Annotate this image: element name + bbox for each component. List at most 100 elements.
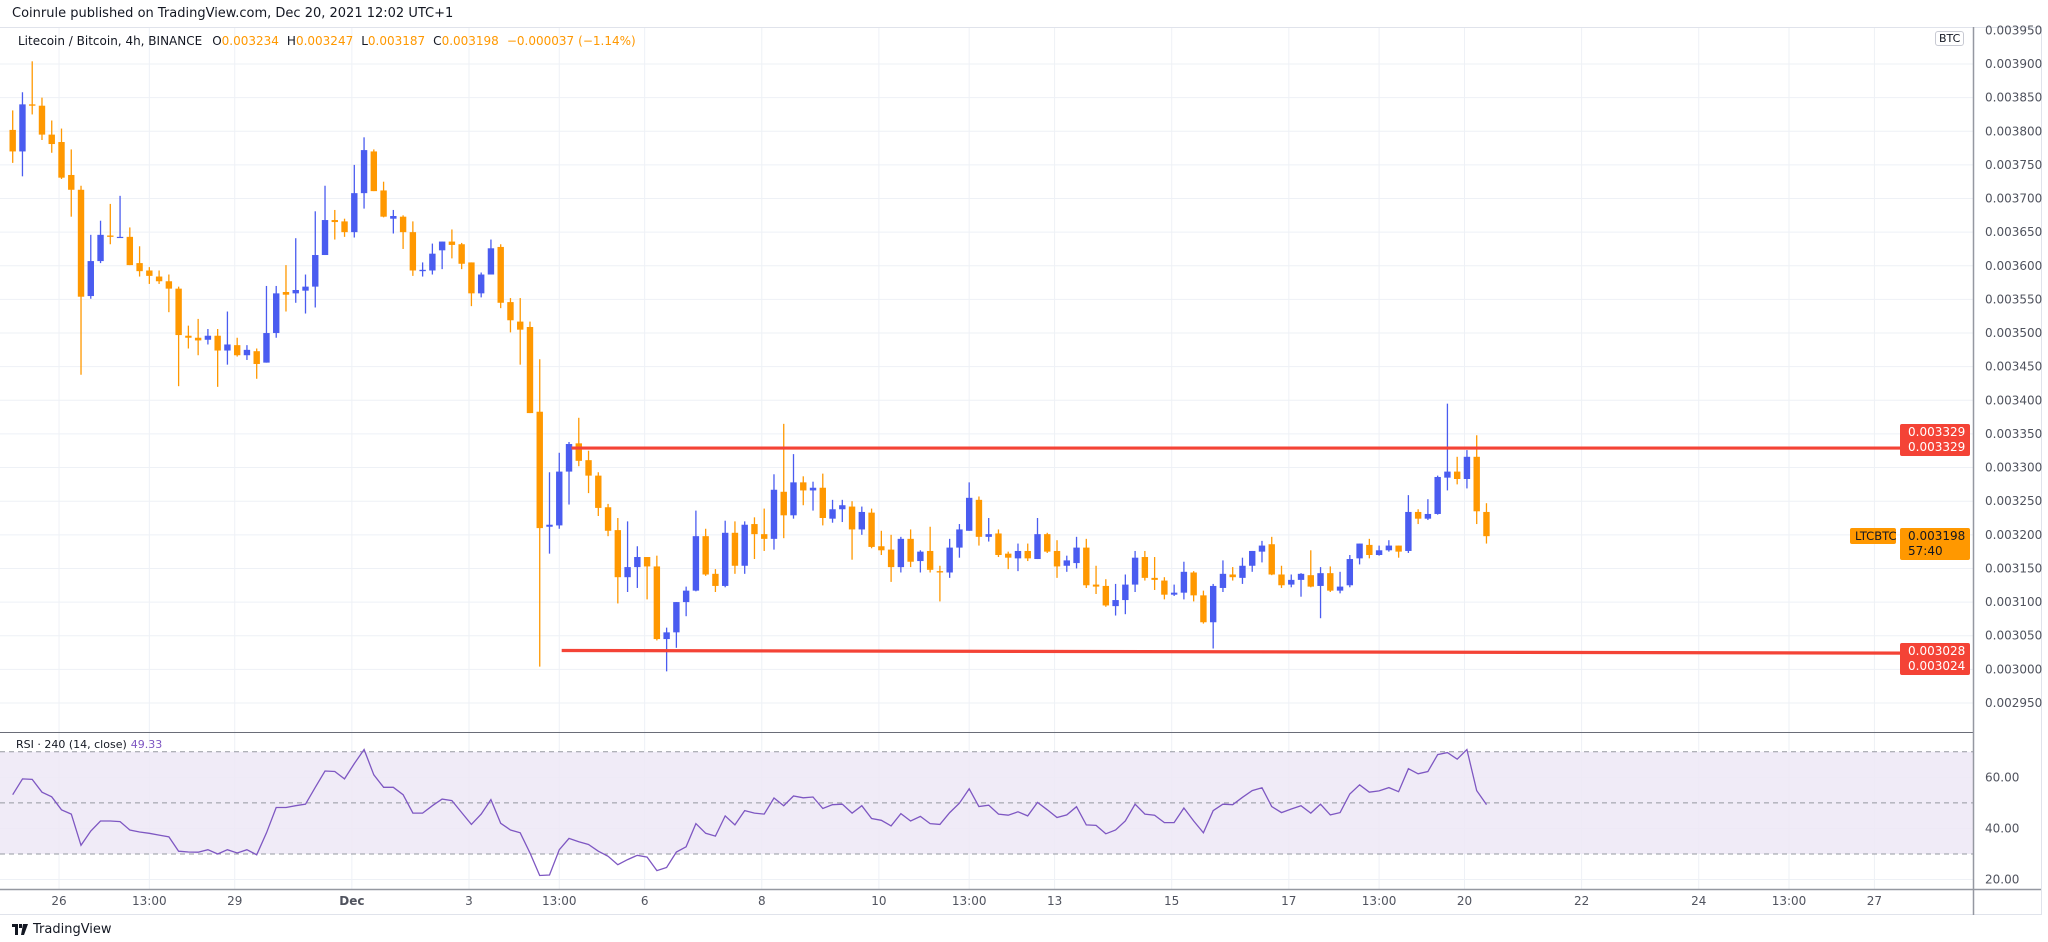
candle-up xyxy=(829,509,836,519)
candle-up xyxy=(1375,550,1383,555)
candle-down xyxy=(214,335,221,351)
time-tick-label: 10 xyxy=(871,894,886,908)
candle-down xyxy=(1229,574,1236,578)
rsi-tick-label: 40.00 xyxy=(1985,821,2019,835)
candle-up xyxy=(858,511,866,530)
candle-down xyxy=(175,288,182,336)
candle-down xyxy=(126,236,134,266)
candle-up xyxy=(312,255,319,287)
rsi-axis: 60.00 40.00 20.00 xyxy=(1985,770,2019,886)
candle-down xyxy=(77,189,85,297)
candle-up xyxy=(1288,579,1295,585)
candle-up xyxy=(419,269,426,272)
chart-frame xyxy=(0,27,2042,915)
rsi-title[interactable]: RSI · 240 (14, close) xyxy=(16,738,127,751)
bar-countdown: 57:40 xyxy=(1908,544,1943,558)
time-tick-label: 6 xyxy=(641,894,649,908)
change-percent: (−1.14%) xyxy=(578,34,636,48)
candle-up xyxy=(624,567,631,578)
candle-up xyxy=(1336,586,1344,591)
candle-down xyxy=(936,571,944,573)
last-price: 0.003198 xyxy=(1908,529,1966,543)
price-tick-label: 0.003200 xyxy=(1985,528,2042,542)
candle-down xyxy=(1053,550,1061,567)
time-tick-label: 15 xyxy=(1164,894,1179,908)
candle-down xyxy=(155,276,163,282)
candle-down xyxy=(1307,575,1314,587)
candle-up xyxy=(273,293,280,334)
candle-down xyxy=(585,460,592,476)
candle-down xyxy=(399,216,407,233)
candle-down xyxy=(1092,584,1100,587)
candle-down xyxy=(1327,573,1334,591)
candle-down xyxy=(995,533,1002,555)
candle-down xyxy=(58,142,65,178)
candle-down xyxy=(614,530,622,578)
candle-up xyxy=(1385,545,1393,551)
candle-up xyxy=(19,104,26,152)
price-tick-label: 0.003250 xyxy=(1985,494,2042,508)
candle-up xyxy=(87,261,94,297)
price-tick-label: 0.003850 xyxy=(1985,91,2042,105)
candle-down xyxy=(780,491,787,516)
candle-up xyxy=(97,234,104,262)
last-price-tag: 0.003198 57:40 xyxy=(1900,528,1970,560)
candle-down xyxy=(751,524,758,535)
candle-up xyxy=(1073,547,1080,564)
time-tick-label: 22 xyxy=(1574,894,1589,908)
candle-up xyxy=(1444,471,1451,478)
brand-name: TradingView xyxy=(33,922,112,937)
candle-down xyxy=(878,546,885,551)
candle-down xyxy=(868,512,875,547)
upper-level-end-price: 0.003329 xyxy=(1908,425,1966,439)
candle-up xyxy=(1034,534,1041,560)
candle-down xyxy=(1161,580,1168,595)
candle-up xyxy=(1258,545,1266,552)
candle-up xyxy=(946,547,953,573)
candle-down xyxy=(1268,544,1275,575)
candle-down xyxy=(380,190,387,217)
time-tick-label: 20 xyxy=(1457,894,1472,908)
candle-down xyxy=(468,262,475,294)
candle-down xyxy=(282,292,290,295)
candle-down xyxy=(575,443,582,461)
price-tick-label: 0.003600 xyxy=(1985,259,2042,273)
lower-level-end-price: 0.003024 xyxy=(1908,659,1966,673)
candle-down xyxy=(848,506,856,530)
price-tick-label: 0.003550 xyxy=(1985,292,2042,306)
candle-up xyxy=(673,602,680,633)
rsi-tick-label: 60.00 xyxy=(1985,770,2019,784)
candle-down xyxy=(331,220,338,223)
candle-up xyxy=(1209,585,1217,623)
candle-up xyxy=(692,536,700,591)
candle-up xyxy=(556,471,563,526)
rsi-value: 49.33 xyxy=(130,738,163,751)
upper-level-start-price: 0.003329 xyxy=(1908,440,1966,454)
candle-down xyxy=(38,105,46,135)
candle-down xyxy=(341,221,348,233)
time-tick-label: 13:00 xyxy=(542,894,577,908)
candle-down xyxy=(819,487,826,519)
time-tick-label: 13:00 xyxy=(132,894,167,908)
rsi-series xyxy=(12,748,1488,877)
footer-brand[interactable]: TradingView xyxy=(12,922,112,937)
published-caption: Coinrule published on TradingView.com, D… xyxy=(12,6,454,21)
candle-down xyxy=(517,321,524,330)
candle-down xyxy=(1190,572,1197,596)
candle-up xyxy=(429,253,436,271)
candle-down xyxy=(595,475,602,508)
candle-down xyxy=(1453,471,1461,479)
candle-down xyxy=(1366,544,1373,555)
candle-up xyxy=(721,532,729,586)
candle-down xyxy=(536,411,543,529)
candle-down xyxy=(107,235,114,237)
high-label: H xyxy=(286,34,296,48)
currency-tag[interactable]: BTC xyxy=(1935,31,1965,46)
symbol-description[interactable]: Litecoin / Bitcoin, 4h, BINANCE xyxy=(18,34,203,48)
candle-up xyxy=(965,497,973,531)
candle-up xyxy=(1346,559,1354,586)
candle-up xyxy=(1434,476,1441,514)
rsi-tick-label: 20.00 xyxy=(1985,873,2019,887)
candles xyxy=(9,61,1490,672)
